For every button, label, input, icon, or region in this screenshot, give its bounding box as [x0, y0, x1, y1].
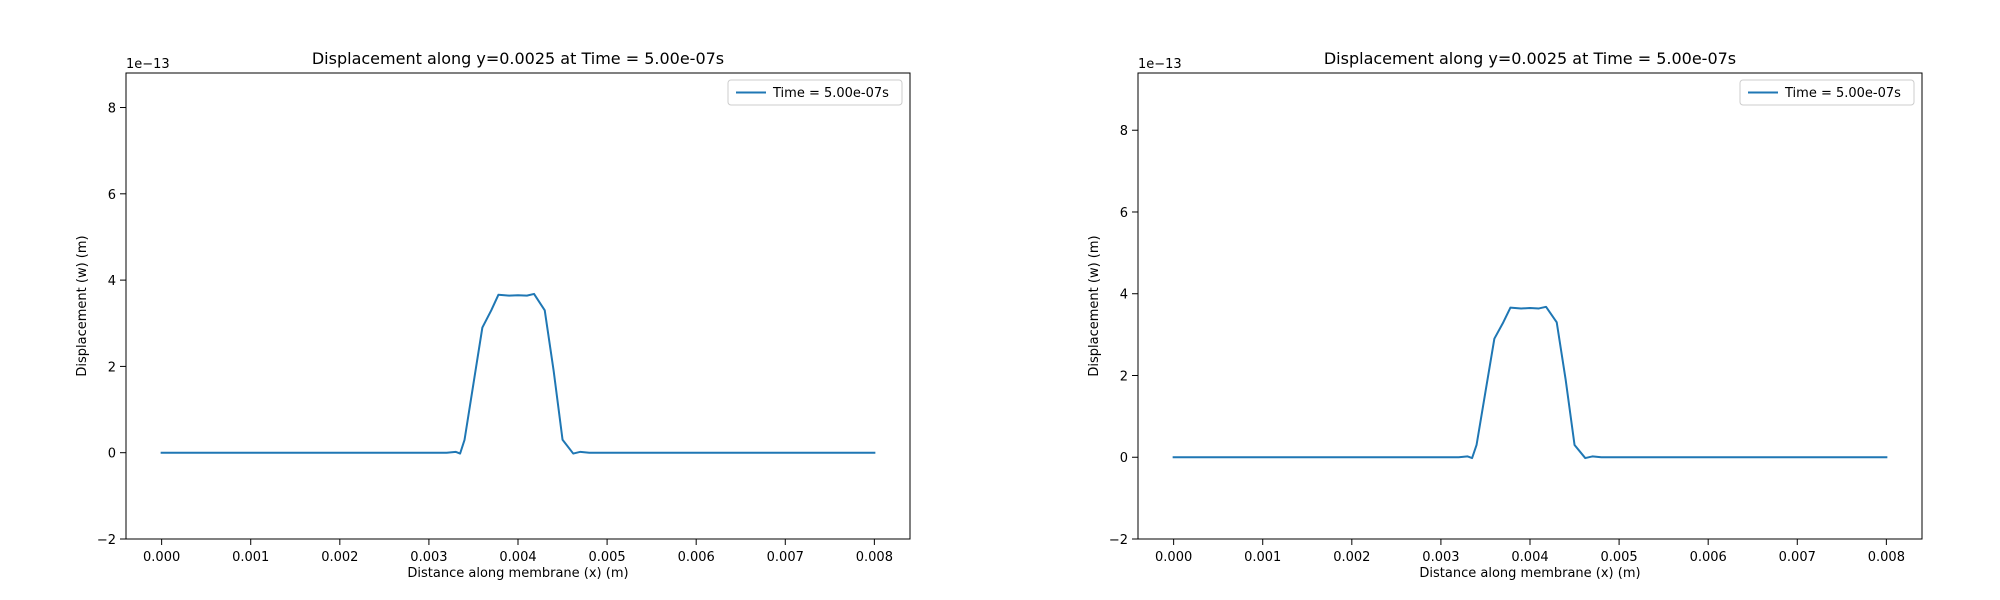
y-tick-label: 8 — [108, 102, 116, 117]
x-tick-label: 0.006 — [678, 550, 715, 565]
x-tick-label: 0.003 — [1422, 550, 1459, 565]
y-offset-label: 1e−13 — [126, 57, 170, 72]
legend-frame — [727, 79, 903, 106]
y-tick-label: 0 — [108, 447, 116, 462]
x-tick-label: 0.002 — [1333, 550, 1370, 565]
x-tick-label: 0.006 — [1690, 550, 1727, 565]
x-tick-label: 0.007 — [1779, 550, 1816, 565]
y-tick-label: −2 — [97, 533, 116, 548]
x-tick-label: 0.007 — [767, 550, 804, 565]
legend: Time = 5.00e-07s — [1739, 79, 1915, 106]
x-tick-label: 0.005 — [1600, 550, 1637, 565]
x-tick-label: 0.000 — [1155, 550, 1192, 565]
y-offset-label: 1e−13 — [1138, 57, 1182, 72]
y-tick-label: 8 — [1120, 124, 1128, 139]
plot-frame — [1137, 72, 1923, 540]
x-tick-label: 0.002 — [321, 550, 358, 565]
y-tick-label: 4 — [108, 274, 116, 289]
y-tick-label: 2 — [1120, 369, 1128, 384]
subplot-2: Displacement along y=0.0025 at Time = 5.… — [1087, 49, 1923, 581]
x-tick-label: 0.001 — [1244, 550, 1281, 565]
y-tick-label: 2 — [108, 360, 116, 375]
x-tick-label: 0.008 — [856, 550, 893, 565]
y-tick-label: 6 — [108, 188, 116, 203]
x-tick-label: 0.001 — [232, 550, 269, 565]
x-axis-label: Distance along membrane (x) (m) — [407, 566, 628, 581]
series-line — [160, 292, 876, 455]
x-tick-label: 0.004 — [499, 550, 536, 565]
y-axis-label: Displacement (w) (m) — [1087, 235, 1102, 376]
series-line — [1172, 305, 1888, 460]
y-tick-label: 4 — [1120, 288, 1128, 303]
chart-title: Displacement along y=0.0025 at Time = 5.… — [1324, 49, 1736, 68]
x-tick-label: 0.004 — [1511, 550, 1548, 565]
x-tick-label: 0.000 — [143, 550, 180, 565]
x-tick-label: 0.008 — [1868, 550, 1905, 565]
legend-label: Time = 5.00e-07s — [1784, 86, 1901, 101]
x-tick-label: 0.005 — [588, 550, 625, 565]
plot-frame — [125, 72, 911, 540]
y-tick-label: 6 — [1120, 206, 1128, 221]
legend-frame — [1739, 79, 1915, 106]
y-tick-label: −2 — [1109, 533, 1128, 548]
y-tick-label: 0 — [1120, 451, 1128, 466]
legend-label: Time = 5.00e-07s — [772, 86, 889, 101]
x-axis-label: Distance along membrane (x) (m) — [1419, 566, 1640, 581]
x-tick-label: 0.003 — [410, 550, 447, 565]
subplot-1: Displacement along y=0.0025 at Time = 5.… — [75, 49, 911, 581]
chart-title: Displacement along y=0.0025 at Time = 5.… — [312, 49, 724, 68]
legend: Time = 5.00e-07s — [727, 79, 903, 106]
y-axis-label: Displacement (w) (m) — [75, 235, 90, 376]
